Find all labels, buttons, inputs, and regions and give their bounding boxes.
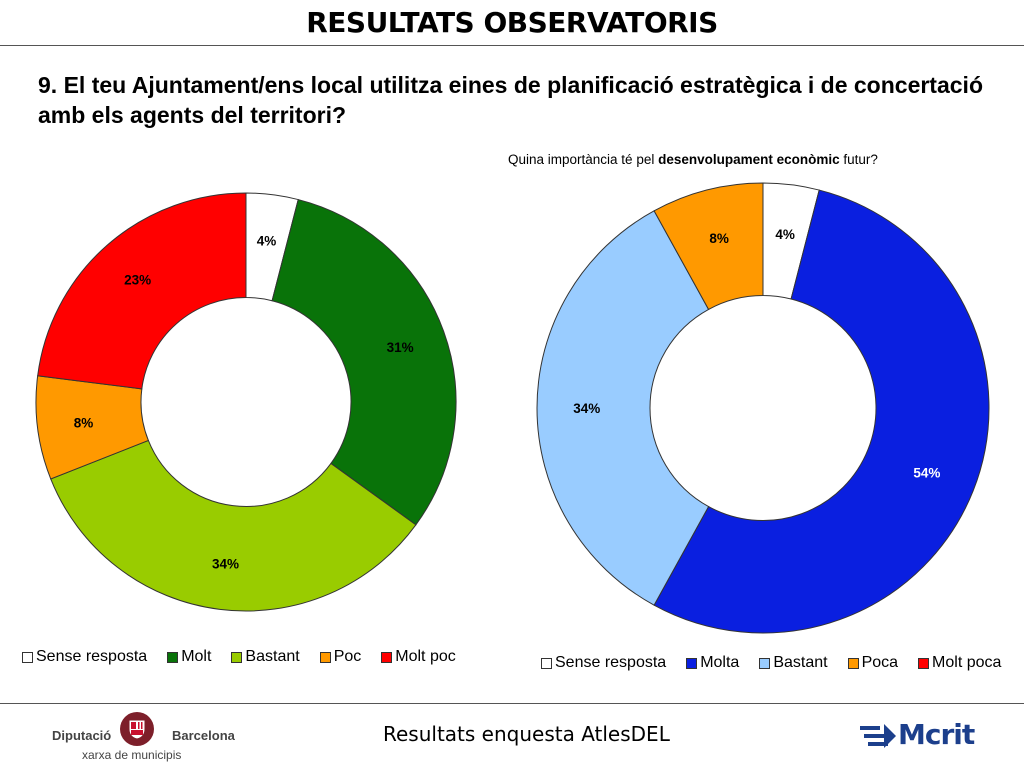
legend-swatch bbox=[918, 657, 930, 669]
legend-item: Poca bbox=[847, 654, 899, 672]
legend-item: Sense resposta bbox=[541, 654, 666, 672]
footer-caption: Resultats enquesta AtlesDEL bbox=[383, 722, 670, 746]
question-text: 9. El teu Ajuntament/ens local utilitza … bbox=[38, 72, 983, 128]
shield-icon bbox=[120, 712, 154, 746]
legend-label: Molt bbox=[181, 648, 212, 665]
mcrit-wordmark: Mcrit bbox=[898, 718, 975, 751]
logo-word-diputacio: Diputació bbox=[52, 728, 112, 743]
chart2-label-molta: 54% bbox=[913, 466, 940, 481]
legend-item: Sense resposta bbox=[22, 648, 147, 666]
right-chart-subtitle: Quina importància té pel desenvolupament… bbox=[508, 152, 878, 167]
legend-label: Poc bbox=[333, 648, 362, 665]
legend-label: Molt poca bbox=[932, 654, 1002, 671]
chart1-label-molt: 31% bbox=[387, 340, 414, 355]
legend-item: Molt bbox=[167, 648, 211, 666]
chart2-label-poca: 8% bbox=[709, 231, 729, 246]
chart2-label-bastant: 34% bbox=[573, 401, 600, 416]
legend-item: Molta bbox=[686, 654, 739, 672]
legend-label: Sense resposta bbox=[555, 654, 667, 671]
chart2-label-sense-resposta: 4% bbox=[775, 227, 795, 242]
chart1-slice-molt bbox=[271, 198, 457, 526]
chart2-slice-molta bbox=[653, 189, 990, 634]
chart1-slice-bastant bbox=[50, 439, 417, 612]
legend-swatch bbox=[231, 651, 243, 663]
footer-divider bbox=[0, 703, 1024, 704]
chart1-slice-molt-poc bbox=[37, 192, 247, 390]
chart1-label-sense-resposta: 4% bbox=[257, 233, 277, 248]
legend-swatch bbox=[541, 657, 552, 669]
legend-item: Molt poc bbox=[381, 648, 456, 666]
legend-swatch bbox=[22, 651, 33, 663]
left-chart-legend: Sense resposta Molt Bastant Poc Molt poc bbox=[22, 648, 456, 666]
legend-label: Molta bbox=[700, 654, 740, 671]
legend-item: Molt poca bbox=[918, 654, 1001, 672]
title-divider bbox=[0, 45, 1024, 46]
legend-swatch bbox=[167, 651, 179, 663]
chart2-slice-bastant bbox=[536, 210, 710, 606]
legend-swatch bbox=[847, 657, 859, 669]
chart2-slice-poca bbox=[653, 182, 764, 311]
logo-word-barcelona: Barcelona bbox=[172, 728, 235, 743]
subtitle-post: futur? bbox=[839, 152, 878, 167]
subtitle-bold: desenvolupament econòmic bbox=[658, 152, 840, 167]
legend-swatch bbox=[319, 651, 331, 663]
legend-swatch bbox=[686, 657, 698, 669]
diputacio-barcelona-logo: Diputació Barcelona xarxa de municipis bbox=[52, 708, 235, 764]
subtitle-pre: Quina importància té pel bbox=[508, 152, 659, 167]
legend-label: Bastant bbox=[773, 654, 828, 671]
mcrit-arrow-icon bbox=[860, 724, 896, 748]
legend-label: Sense resposta bbox=[36, 648, 148, 665]
legend-item: Bastant bbox=[231, 648, 300, 666]
legend-swatch bbox=[381, 651, 393, 663]
legend-item: Poc bbox=[319, 648, 362, 666]
chart1-label-bastant: 34% bbox=[212, 557, 239, 572]
legend-label: Poca bbox=[861, 654, 899, 671]
chart1-label-poc: 8% bbox=[74, 415, 94, 430]
legend-label: Bastant bbox=[245, 648, 300, 665]
legend-swatch bbox=[759, 657, 771, 669]
right-chart-legend: Sense resposta Molta Bastant Poca Molt poca bbox=[541, 654, 1001, 672]
logo-subtitle: xarxa de municipis bbox=[82, 748, 182, 762]
mcrit-logo: Mcrit bbox=[858, 714, 978, 754]
slide-title: RESULTATS OBSERVATORIS bbox=[306, 6, 718, 39]
legend-item: Bastant bbox=[759, 654, 828, 672]
legend-label: Molt poc bbox=[395, 648, 456, 665]
chart1-label-molt-poc: 23% bbox=[124, 273, 151, 288]
